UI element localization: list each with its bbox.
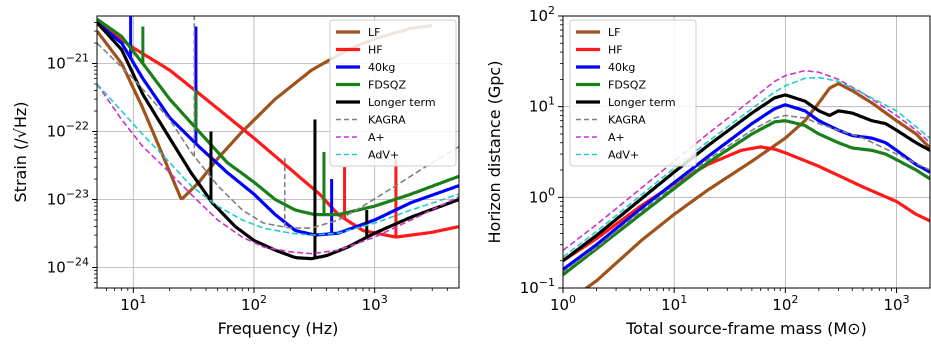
series-line-adv [563, 76, 930, 258]
x-axis-label: Total source-frame mass (M⊙) [625, 319, 867, 338]
y-tick-label: 10−24 [47, 256, 89, 277]
strain-chart: 101 102 103 10−24 10−23 10−22 10−21 Frequency (… [11, 15, 460, 338]
legend-box [329, 19, 457, 167]
legend-entry-40kg: 40kg [368, 61, 395, 74]
legend-entry-lf: LF [368, 26, 380, 39]
y-axis-label: Strain (/√Hz) [11, 102, 30, 203]
series-line-lf [583, 82, 930, 288]
legend-box [569, 19, 697, 167]
series-group [563, 69, 930, 288]
y-tick-label: 100 [529, 185, 555, 206]
series-line-fdsqz [563, 119, 930, 277]
y-tick-label: 10−22 [47, 120, 89, 141]
x-tick-label: 101 [661, 293, 687, 314]
x-tick-label: 101 [120, 293, 146, 314]
legend-entry-lf: LF [608, 26, 620, 39]
series-line-longer-term [563, 93, 930, 262]
y-tick-label: 10−1 [520, 276, 555, 297]
series-line-kagra [563, 114, 930, 273]
legend-entry-kagra: KAGRA [368, 114, 406, 127]
y-tick-label: 101 [529, 95, 555, 116]
series-line-hf [563, 145, 930, 263]
legend-entry-fdsqz: FDSQZ [368, 79, 406, 92]
series-line-40kg [97, 21, 459, 237]
legend-entry-hf: HF [608, 44, 623, 57]
series-line-hf [97, 21, 459, 239]
plot-frame [562, 15, 931, 289]
series-line-fdsqz [97, 17, 459, 217]
legend-entry-fdsqz: FDSQZ [608, 79, 646, 92]
y-tick-label: 10−23 [47, 188, 89, 209]
series-group [97, 16, 459, 261]
legend-entry-a: A+ [368, 131, 385, 144]
legend-entry-40kg: 40kg [608, 61, 635, 74]
x-tick-label: 102 [241, 293, 267, 314]
x-tick-label: 103 [362, 293, 388, 314]
legend-entry-a: A+ [608, 131, 625, 144]
y-tick-label: 102 [529, 4, 555, 25]
legend-entry-kagra: KAGRA [608, 114, 646, 127]
legend-entry-longer-term: Longer term [608, 96, 676, 109]
x-axis-label: Frequency (Hz) [218, 319, 339, 338]
x-tick-label: 100 [550, 293, 576, 314]
series-line-kagra [97, 42, 459, 229]
legend-entry-adv: AdV+ [368, 149, 399, 162]
legend-entry-hf: HF [368, 44, 383, 57]
x-tick-label: 103 [883, 293, 909, 314]
legend: LF HF 40kg FDSQZ Longer term KAGRA A+ AdV+ [569, 19, 697, 167]
legend-entry-longer-term: Longer term [368, 96, 436, 109]
y-axis-label: Horizon distance (Gpc) [485, 61, 504, 244]
series-line-40kg [563, 103, 930, 271]
series-line-adv [97, 83, 459, 236]
x-tick-label: 102 [772, 293, 798, 314]
legend: LF HF 40kg FDSQZ Longer term KAGRA A+ AdV+ [329, 19, 457, 167]
plot-frame [96, 15, 460, 289]
legend-entry-adv: AdV+ [608, 149, 639, 162]
y-tick-label: 10−21 [47, 52, 89, 73]
series-line-longer-term [97, 21, 459, 261]
